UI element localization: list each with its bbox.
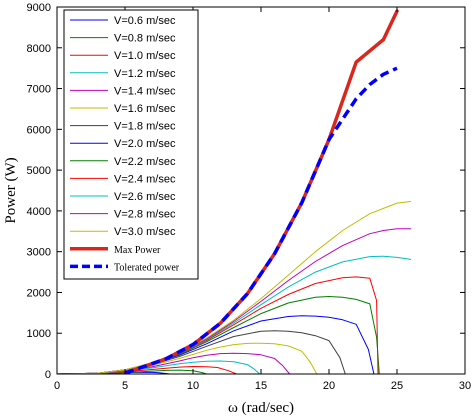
x-tick-label: 5: [122, 380, 128, 392]
y-tick-label: 2000: [27, 287, 51, 299]
y-tick-label: 6000: [27, 124, 51, 136]
y-tick-label: 5000: [27, 165, 51, 177]
series-line-8: [57, 296, 380, 374]
legend-label: V=2.4 m/sec: [114, 173, 176, 185]
y-axis-title: Power (W): [3, 157, 19, 223]
x-tick-label: 15: [255, 380, 267, 392]
y-tick-label: 7000: [27, 84, 51, 96]
series-line-9: [57, 276, 412, 374]
legend-label: Max Power: [114, 245, 161, 256]
y-tick-label: 0: [45, 369, 51, 381]
x-axis-title: ω (rad/sec): [228, 400, 294, 416]
legend-label: V=1.4 m/sec: [114, 85, 176, 97]
legend-label: V=0.8 m/sec: [114, 33, 176, 45]
legend-label: V=3.0 m/sec: [114, 226, 176, 238]
y-tick-label: 3000: [27, 247, 51, 259]
y-tick-label: 1000: [27, 328, 51, 340]
legend-label: V=0.6 m/sec: [114, 15, 176, 27]
legend-label: V=1.2 m/sec: [114, 68, 176, 80]
x-tick-label: 0: [54, 380, 60, 392]
series-line-12: [57, 201, 412, 374]
x-tick-label: 20: [323, 380, 335, 392]
x-tick-label: 10: [187, 380, 199, 392]
series-line-14: [124, 66, 398, 374]
x-tick-label: 25: [391, 380, 403, 392]
series-line-7: [57, 315, 375, 374]
legend-label: Tolerated power: [114, 262, 180, 273]
legend-label: V=2.2 m/sec: [114, 156, 176, 168]
legend-label: V=2.6 m/sec: [114, 191, 176, 203]
x-tick-label: 30: [459, 380, 471, 392]
y-tick-label: 9000: [27, 2, 51, 14]
y-tick-label: 8000: [27, 43, 51, 55]
legend-label: V=1.0 m/sec: [114, 50, 176, 62]
legend-label: V=1.6 m/sec: [114, 103, 176, 115]
legend-label: V=1.8 m/sec: [114, 121, 176, 133]
legend-label: V=2.8 m/sec: [114, 209, 176, 221]
legend-label: V=2.0 m/sec: [114, 138, 176, 150]
y-tick-label: 4000: [27, 206, 51, 218]
